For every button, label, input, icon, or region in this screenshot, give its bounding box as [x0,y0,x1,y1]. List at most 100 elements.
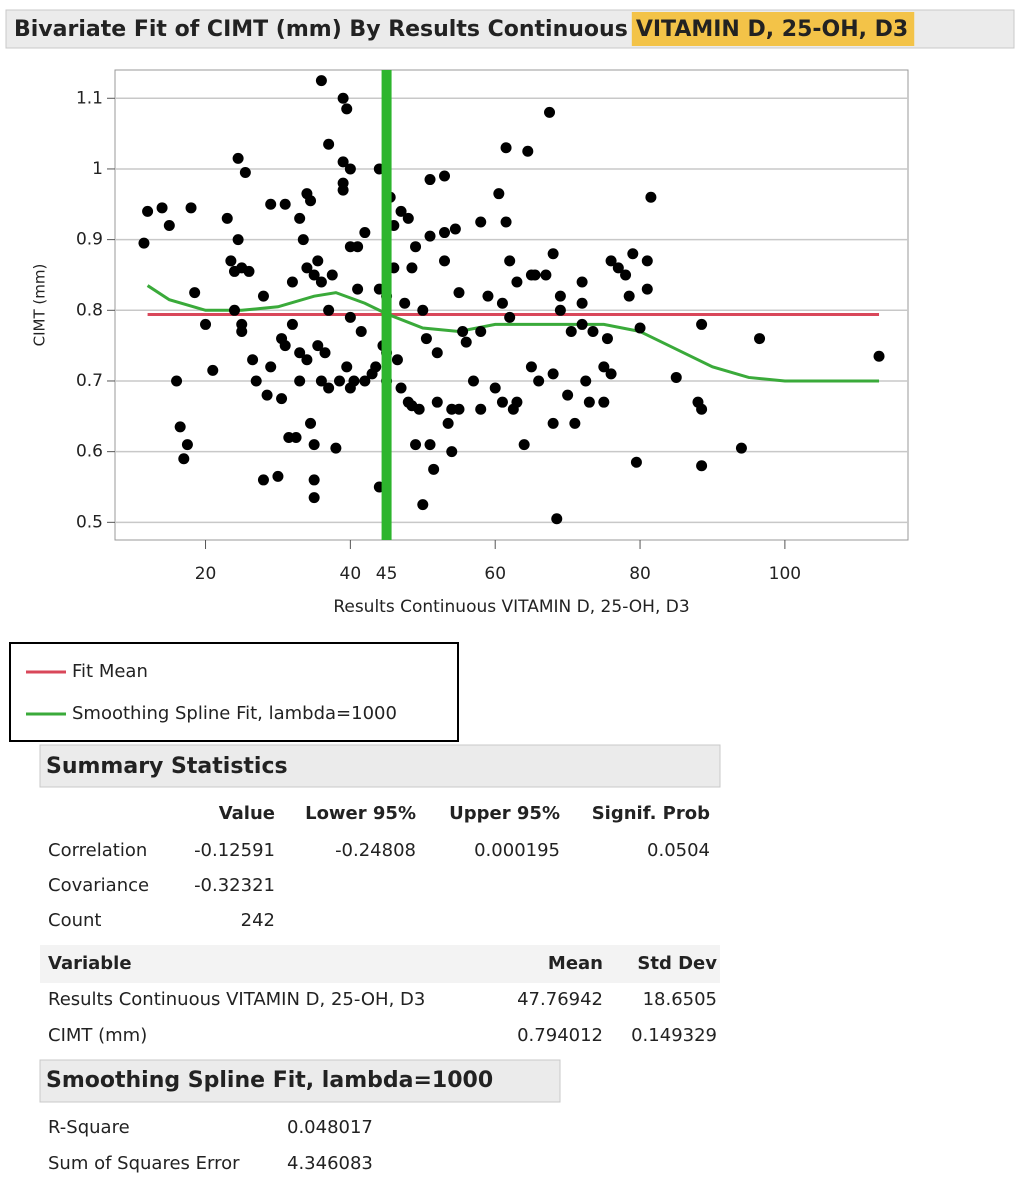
point [645,191,657,203]
y-tick-label: 0.8 [76,300,103,320]
point [562,389,574,401]
variable-header-bg [40,945,720,983]
point [442,417,454,429]
x-axis-label: Results Continuous VITAMIN D, 25-OH, D3 [333,597,689,617]
point [420,333,432,345]
point [598,361,610,373]
point [312,255,324,267]
point [410,439,422,451]
point [286,318,298,330]
point [359,375,371,387]
point [417,499,429,511]
point [554,290,566,302]
point [424,230,436,242]
point [355,326,367,338]
point [576,297,588,309]
point [587,326,599,338]
row-label: Results Continuous VITAMIN D, 25-OH, D3 [48,989,425,1010]
point [873,350,885,362]
point [301,262,313,274]
point [493,188,505,200]
point [641,255,653,267]
point [391,354,403,366]
point [294,375,306,387]
point [547,248,559,260]
point [431,347,443,359]
point [554,304,566,316]
point [207,364,219,376]
point [265,361,277,373]
point [544,106,556,118]
point [290,432,302,444]
title-highlight [631,12,915,46]
point [496,297,508,309]
point [467,375,479,387]
column-header: Lower 95% [305,803,416,824]
point [344,311,356,323]
point [605,368,617,380]
x-tick-label: 100 [769,564,801,584]
point [297,234,309,246]
point [641,283,653,295]
point [189,287,201,299]
point [225,255,237,267]
point [533,375,545,387]
point [352,283,364,295]
point [272,470,284,482]
point [439,255,451,267]
point [402,212,414,224]
point [323,304,335,316]
point [359,227,371,239]
title-highlight-text: VITAMIN D, 25-OH, D3 [636,17,908,42]
point [496,396,508,408]
point [431,396,443,408]
point [601,333,613,345]
point [200,318,212,330]
spline-header-bar [39,1059,561,1103]
point [334,375,346,387]
point [428,463,440,475]
point [319,347,331,359]
point [630,456,642,468]
row-label: Count [48,910,101,931]
row-label: Correlation [48,840,147,861]
point [489,382,501,394]
point [337,92,349,104]
point [735,442,747,454]
point [370,361,382,373]
point [754,333,766,345]
point [301,354,313,366]
point [221,212,233,224]
point [232,152,244,164]
point [239,166,251,178]
point [279,340,291,352]
y-tick-label: 0.9 [76,230,103,250]
point [337,184,349,196]
point [576,318,588,330]
point [457,326,469,338]
y-tick-label: 0.7 [76,371,103,391]
point [308,269,320,281]
cell: 4.346083 [287,1153,373,1174]
legend-label: Fit Mean [72,661,148,682]
x-tick-label: 80 [629,564,651,584]
point [344,163,356,175]
cell: -0.12591 [194,840,275,861]
point [511,396,523,408]
cell: 18.6505 [643,989,717,1010]
point [265,198,277,210]
point [305,417,317,429]
point [580,375,592,387]
summary-header-bar [39,744,721,788]
point [261,389,273,401]
point [243,265,255,277]
point [156,202,168,214]
point [185,202,197,214]
column-header: Signif. Prob [592,803,710,824]
column-header: Value [219,803,275,824]
point [174,421,186,433]
column-header: Std Dev [637,953,717,974]
point [475,216,487,228]
cell: 0.048017 [287,1117,373,1138]
point [294,347,306,359]
